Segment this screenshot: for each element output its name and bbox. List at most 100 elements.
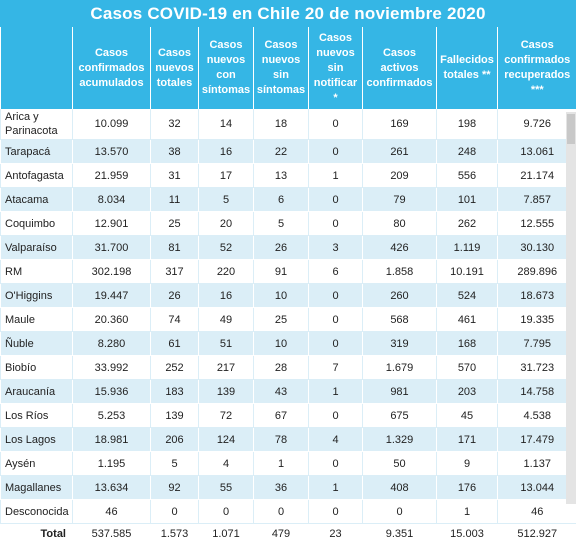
scrollbar-thumb[interactable]: [567, 114, 575, 144]
total-value-cell: 1.573: [151, 524, 199, 545]
value-cell: 1: [254, 452, 309, 476]
value-cell: 1.195: [73, 452, 151, 476]
value-cell: 426: [363, 236, 437, 260]
region-name-cell: O'Higgins: [1, 284, 73, 308]
value-cell: 317: [151, 260, 199, 284]
value-cell: 524: [437, 284, 498, 308]
value-cell: 206: [151, 428, 199, 452]
value-cell: 0: [309, 109, 363, 140]
value-cell: 51: [199, 332, 254, 356]
value-cell: 1: [309, 380, 363, 404]
value-cell: 6: [309, 260, 363, 284]
total-value-cell: 537.585: [73, 524, 151, 545]
value-cell: 13: [254, 164, 309, 188]
value-cell: 55: [199, 476, 254, 500]
header-cell: Casos confirmados recuperados ***: [498, 27, 576, 109]
value-cell: 0: [309, 308, 363, 332]
value-cell: 12.901: [73, 212, 151, 236]
value-cell: 49: [199, 308, 254, 332]
region-name-cell: Araucanía: [1, 380, 73, 404]
value-cell: 19.447: [73, 284, 151, 308]
region-name-cell: Aysén: [1, 452, 73, 476]
header-cell-region: [1, 27, 73, 109]
value-cell: 5: [151, 452, 199, 476]
region-name-cell: Maule: [1, 308, 73, 332]
value-cell: 209: [363, 164, 437, 188]
value-cell: 0: [309, 332, 363, 356]
header-row: Casos confirmados acumulados Casos nuevos…: [1, 27, 576, 109]
value-cell: 61: [151, 332, 199, 356]
value-cell: 260: [363, 284, 437, 308]
value-cell: 92: [151, 476, 199, 500]
value-cell: 19.335: [498, 308, 576, 332]
value-cell: 9.726: [498, 109, 576, 140]
value-cell: 21.174: [498, 164, 576, 188]
region-name-cell: Coquimbo: [1, 212, 73, 236]
value-cell: 139: [199, 380, 254, 404]
header-cell: Casos activos confirmados: [363, 27, 437, 109]
value-cell: 4: [309, 428, 363, 452]
region-name-cell: Desconocida: [1, 500, 73, 524]
value-cell: 45: [437, 404, 498, 428]
value-cell: 13.634: [73, 476, 151, 500]
value-cell: 72: [199, 404, 254, 428]
value-cell: 81: [151, 236, 199, 260]
value-cell: 289.896: [498, 260, 576, 284]
region-name-cell: Antofagasta: [1, 164, 73, 188]
value-cell: 0: [254, 500, 309, 524]
value-cell: 1: [309, 476, 363, 500]
total-value-cell: 1.071: [199, 524, 254, 545]
value-cell: 461: [437, 308, 498, 332]
value-cell: 171: [437, 428, 498, 452]
value-cell: 3: [309, 236, 363, 260]
value-cell: 0: [199, 500, 254, 524]
value-cell: 33.992: [73, 356, 151, 380]
header-cell: Casos nuevos con síntomas: [199, 27, 254, 109]
total-value-cell: 23: [309, 524, 363, 545]
value-cell: 43: [254, 380, 309, 404]
value-cell: 13.061: [498, 140, 576, 164]
region-name-cell: Magallanes: [1, 476, 73, 500]
value-cell: 22: [254, 140, 309, 164]
value-cell: 7.795: [498, 332, 576, 356]
value-cell: 0: [309, 452, 363, 476]
value-cell: 1.329: [363, 428, 437, 452]
value-cell: 101: [437, 188, 498, 212]
header-cell: Casos nuevos sin síntomas: [254, 27, 309, 109]
region-name-cell: Los Ríos: [1, 404, 73, 428]
value-cell: 36: [254, 476, 309, 500]
value-cell: 78: [254, 428, 309, 452]
value-cell: 168: [437, 332, 498, 356]
region-name-cell: RM: [1, 260, 73, 284]
value-cell: 50: [363, 452, 437, 476]
header-cell: Casos nuevos sin notificar *: [309, 27, 363, 109]
value-cell: 198: [437, 109, 498, 140]
value-cell: 302.198: [73, 260, 151, 284]
value-cell: 18.981: [73, 428, 151, 452]
value-cell: 0: [309, 500, 363, 524]
region-name-cell: Arica y Parinacota: [1, 109, 73, 140]
value-cell: 11: [151, 188, 199, 212]
header-cell: Casos confirmados acumulados: [73, 27, 151, 109]
value-cell: 217: [199, 356, 254, 380]
region-name-cell: Los Lagos: [1, 428, 73, 452]
value-cell: 17: [199, 164, 254, 188]
value-cell: 5.253: [73, 404, 151, 428]
value-cell: 675: [363, 404, 437, 428]
region-name-cell: Tarapacá: [1, 140, 73, 164]
vertical-scrollbar[interactable]: [566, 112, 576, 504]
value-cell: 183: [151, 380, 199, 404]
value-cell: 26: [254, 236, 309, 260]
value-cell: 4: [199, 452, 254, 476]
value-cell: 0: [309, 212, 363, 236]
value-cell: 4.538: [498, 404, 576, 428]
value-cell: 220: [199, 260, 254, 284]
